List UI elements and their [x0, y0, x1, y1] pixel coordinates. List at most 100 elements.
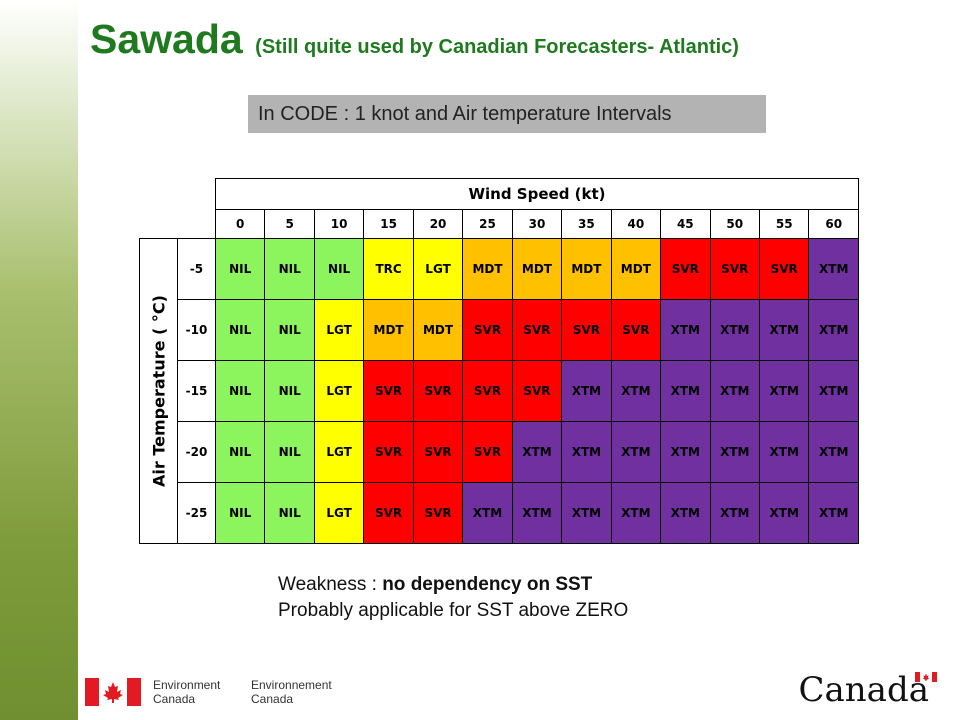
icing-category-cell: XTM	[808, 360, 859, 422]
icing-category-cell: NIL	[214, 299, 266, 361]
temperature-row-header: -20	[177, 421, 216, 483]
icing-category-cell: XTM	[808, 299, 859, 361]
icing-category-cell: XTM	[709, 482, 760, 544]
icing-category-cell: XTM	[462, 482, 513, 544]
table-corner-blank	[140, 210, 178, 239]
icing-category-cell: XTM	[808, 421, 859, 483]
table-row: -10 NIL NIL LGT MDT MDT SVR SVR SVR SVR XTM XTM XTM X…	[140, 299, 859, 361]
notes: Weakness : no dependency on SST Probably…	[278, 572, 628, 624]
table-corner-blank	[140, 179, 178, 210]
table-row: Air Temperature ( °C) -5 NIL NIL NIL TRC LGT MD…	[139, 238, 859, 544]
icing-category-cell: NIL	[214, 238, 266, 300]
icing-category-cell: SVR	[660, 238, 711, 300]
icing-category-cell: SVR	[412, 360, 464, 422]
icing-category-cell: LGT	[313, 421, 365, 483]
icing-category-cell: SVR	[709, 238, 760, 300]
icing-category-cell: LGT	[313, 482, 365, 544]
icing-category-cell: MDT	[363, 299, 414, 361]
icing-category-cell: SVR	[363, 482, 414, 544]
icing-category-cell: SVR	[511, 360, 563, 422]
applicability-line: Probably applicable for SST above ZERO	[278, 600, 629, 621]
footer: Environment Canada Environnement Canada …	[85, 670, 945, 712]
icing-category-cell: NIL	[214, 421, 266, 483]
icing-category-cell: XTM	[660, 482, 711, 544]
icing-category-cell: SVR	[758, 238, 810, 300]
icing-category-cell: XTM	[561, 360, 612, 422]
icing-category-cell: SVR	[462, 360, 513, 422]
org-name-english: Environment Canada	[153, 678, 220, 706]
icing-category-cell: MDT	[412, 299, 464, 361]
org-en-line2: Canada	[153, 692, 196, 706]
icing-category-cell: XTM	[709, 421, 760, 483]
wind-speed-col-header: 0	[214, 209, 266, 239]
icing-category-cell: XTM	[758, 421, 810, 483]
icing-category-cell: XTM	[660, 299, 711, 361]
weakness-label: Weakness :	[278, 574, 383, 595]
wind-speed-col-header: 55	[758, 209, 810, 239]
wind-speed-col-header: 40	[610, 209, 662, 239]
icing-category-cell: NIL	[214, 482, 266, 544]
icing-category-cell: MDT	[462, 238, 513, 300]
icing-category-cell: XTM	[660, 421, 711, 483]
icing-category-cell: XTM	[709, 299, 760, 361]
icing-category-cell: XTM	[758, 360, 810, 422]
icing-category-cell: SVR	[462, 299, 513, 361]
icing-category-cell: XTM	[808, 238, 859, 300]
table-row: -25 NIL NIL LGT SVR SVR XTM XTM XTM XTM XTM XTM XTM X…	[140, 482, 859, 544]
temperature-row-header: -5	[177, 238, 216, 300]
icing-category-cell: SVR	[412, 482, 464, 544]
icing-category-cell: NIL	[264, 238, 315, 300]
wind-speed-col-header: 50	[709, 209, 760, 239]
icing-category-cell: XTM	[610, 421, 662, 483]
icing-category-cell: NIL	[313, 238, 365, 300]
icing-category-cell: SVR	[610, 299, 662, 361]
canada-flag-icon	[85, 678, 141, 706]
icing-category-cell: XTM	[561, 482, 612, 544]
icing-category-cell: SVR	[412, 421, 464, 483]
code-info-box: In CODE : 1 knot and Air temperature Int…	[248, 95, 766, 133]
icing-category-cell: XTM	[758, 482, 810, 544]
icing-category-cell: NIL	[264, 360, 315, 422]
icing-category-cell: XTM	[758, 299, 810, 361]
slide-title: Sawada (Still quite used by Canadian For…	[90, 16, 739, 63]
wind-speed-col-header: 60	[808, 209, 859, 239]
table-row: -20 NIL NIL LGT SVR SVR SVR XTM XTM XTM XTM XTM XTM X…	[140, 421, 859, 483]
canada-wordmark: Canada	[798, 670, 930, 710]
table-corner-blank	[178, 179, 216, 210]
icing-category-cell: NIL	[264, 482, 315, 544]
title-main: Sawada	[90, 16, 243, 62]
icing-category-cell: LGT	[412, 238, 464, 300]
air-temperature-header: Air Temperature ( °C)	[149, 295, 168, 487]
icing-category-cell: XTM	[709, 360, 760, 422]
temperature-row-header: -25	[177, 482, 216, 544]
icing-category-cell: XTM	[808, 482, 859, 544]
wind-speed-col-header: 15	[363, 209, 414, 239]
icing-category-cell: SVR	[363, 360, 414, 422]
icing-category-cell: NIL	[264, 299, 315, 361]
wind-speed-col-header: 10	[313, 209, 365, 239]
icing-category-cell: MDT	[561, 238, 612, 300]
wind-speed-col-header: 30	[511, 209, 563, 239]
icing-category-cell: XTM	[561, 421, 612, 483]
icing-category-cell: MDT	[610, 238, 662, 300]
icing-category-cell: SVR	[363, 421, 414, 483]
icing-category-cell: NIL	[214, 360, 266, 422]
icing-category-cell: XTM	[511, 482, 563, 544]
org-en-line1: Environment	[153, 678, 221, 692]
wind-speed-col-header: 5	[264, 209, 315, 239]
title-subtitle: (Still quite used by Canadian Forecaster…	[255, 36, 739, 58]
org-fr-line2: Canada	[251, 692, 294, 706]
icing-category-cell: SVR	[561, 299, 612, 361]
wind-speed-col-header: 35	[561, 209, 612, 239]
icing-category-cell: LGT	[313, 299, 365, 361]
left-gradient-bar	[0, 0, 78, 720]
icing-category-cell: LGT	[313, 360, 365, 422]
temperature-row-header: -15	[177, 360, 216, 422]
weakness-value: no dependency on SST	[382, 574, 593, 595]
wind-speed-col-header: 25	[462, 209, 513, 239]
wind-speed-header: Wind Speed (kt)	[215, 178, 859, 210]
table-corner-blank	[178, 210, 216, 239]
icing-category-cell: MDT	[511, 238, 563, 300]
temperature-row-header: -10	[177, 299, 216, 361]
icing-category-cell: XTM	[511, 421, 563, 483]
